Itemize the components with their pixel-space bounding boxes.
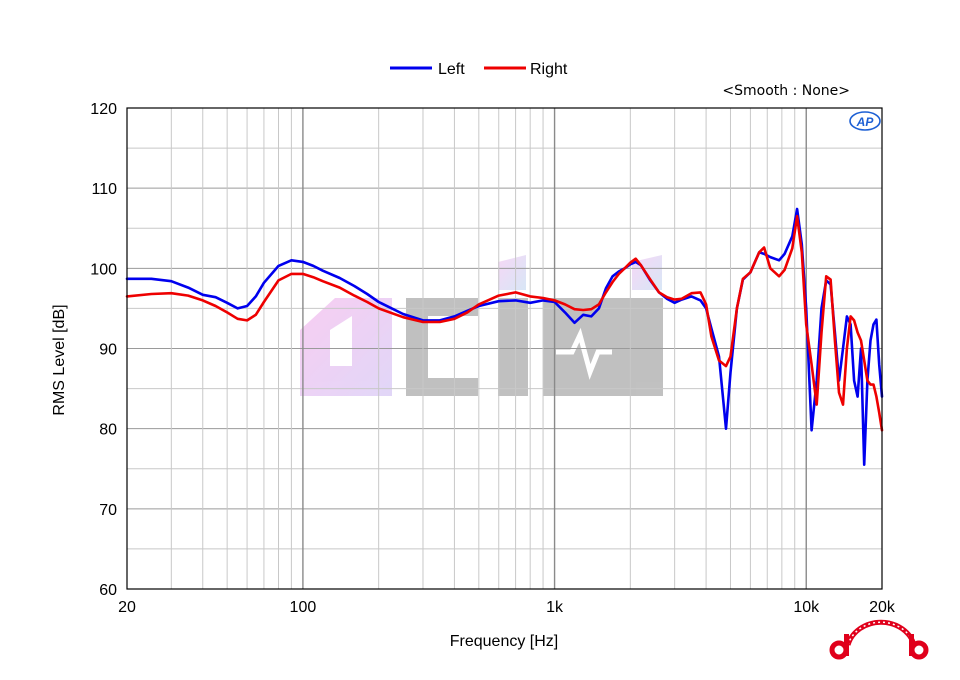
legend: Left Right [390,61,568,78]
y-axis-ticks: 60 70 80 90 100 110 120 [90,101,117,599]
y-tick-label: 70 [99,502,117,519]
y-tick-label: 60 [99,582,117,599]
series-line-right [125,214,884,432]
y-tick-label: 80 [99,422,117,439]
y-tick-label: 100 [90,261,117,278]
x-tick-label: 100 [290,599,317,616]
y-axis-title: RMS Level [dB] [51,304,68,415]
headphone-logo-icon [829,619,929,660]
series-layer [125,207,884,467]
x-tick-label: 10k [793,599,820,616]
plot-frame [126,107,883,590]
y-tick-label: 120 [90,101,117,118]
smoothing-note: <Smooth : None> [722,83,850,99]
x-tick-label: 20 [118,599,136,616]
legend-label-right: Right [530,61,568,78]
x-tick-label: 20k [869,599,896,616]
y-tick-label: 110 [91,181,117,198]
grid-lines [127,108,882,589]
legend-label-left: Left [438,61,465,78]
ap-logo-icon: AP [849,111,881,131]
y-tick-label: 90 [99,342,117,359]
dcinside-watermark-icon [300,255,663,396]
x-axis-title: Frequency [Hz] [450,633,558,650]
x-tick-label: 1k [546,599,564,616]
svg-text:AP: AP [856,115,875,129]
x-axis-ticks: 20 100 1k 10k 20k [118,599,896,616]
